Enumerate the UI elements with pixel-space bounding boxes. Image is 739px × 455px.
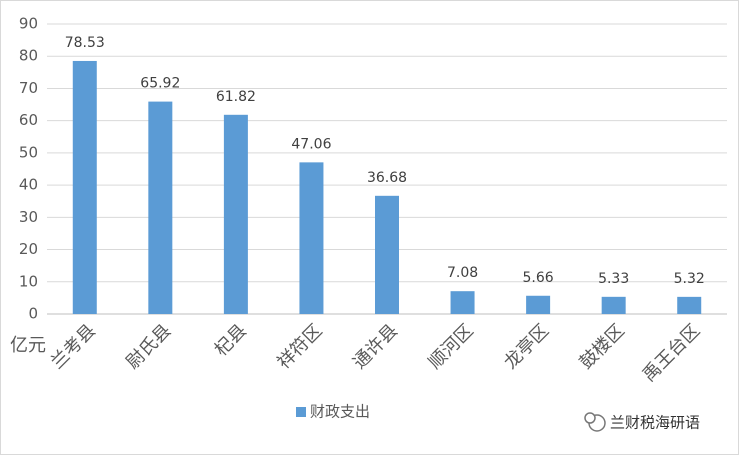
y-tick-label: 30: [19, 208, 38, 226]
y-tick-label: 60: [19, 111, 38, 129]
y-tick-label: 80: [19, 47, 38, 65]
data-label: 78.53: [65, 35, 105, 51]
y-tick-label: 10: [19, 272, 38, 290]
y-tick-label: 50: [19, 143, 38, 161]
data-label: 5.33: [598, 271, 629, 287]
data-label: 65.92: [140, 76, 180, 92]
bar: [677, 296, 702, 314]
watermark-text: 兰财税海研语: [610, 414, 700, 432]
y-tick-label: 20: [19, 240, 38, 258]
data-label: 7.08: [447, 265, 478, 281]
watermark: 兰财税海研语: [584, 412, 700, 432]
bar: [148, 101, 173, 314]
y-tick-label: 90: [19, 15, 38, 33]
y-tick-label: 70: [19, 79, 38, 97]
data-label: 5.32: [674, 271, 705, 287]
bar: [375, 195, 399, 314]
data-label: 5.66: [523, 270, 554, 286]
bar: [601, 296, 626, 314]
legend-label: 财政支出: [310, 403, 370, 421]
y-axis-label: 亿元: [10, 335, 46, 356]
bar: [72, 60, 97, 314]
watermark-icon: [584, 412, 596, 424]
y-tick-label: 0: [28, 305, 38, 323]
bar: [526, 295, 551, 314]
data-label: 61.82: [216, 89, 256, 105]
data-label: 36.68: [367, 170, 407, 186]
bar: [299, 162, 324, 314]
bar: [450, 291, 475, 314]
data-label: 47.06: [291, 136, 331, 152]
y-tick-label: 40: [19, 176, 38, 194]
bar: [223, 114, 248, 315]
legend-swatch: [296, 407, 306, 417]
